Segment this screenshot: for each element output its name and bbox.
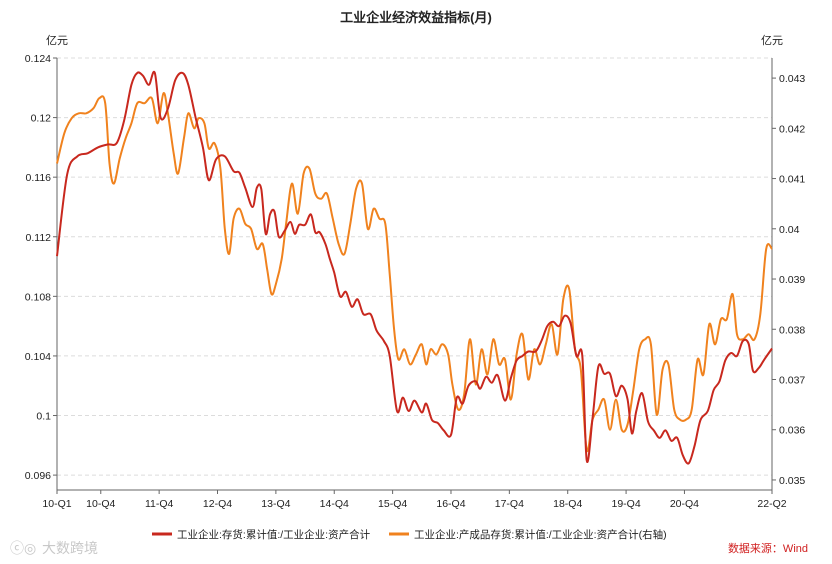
x-tick-label: 16-Q4 (436, 498, 465, 510)
x-tick-label: 10-Q4 (86, 498, 115, 510)
right-tick-label: 0.042 (779, 123, 805, 135)
x-tick-label: 20-Q4 (670, 498, 699, 510)
watermark-text: 大数跨境 (42, 540, 98, 556)
chart-title: 工业企业经济效益指标(月) (340, 10, 492, 25)
gridlines (57, 57, 772, 476)
x-tick-label: 13-Q4 (261, 498, 290, 510)
source-note: 数据来源：Wind (728, 541, 808, 555)
right-tick-label: 0.039 (779, 274, 805, 286)
x-tick-label: 11-Q4 (145, 498, 174, 510)
right-tick-label: 0.035 (779, 475, 805, 487)
right-tick-label: 0.04 (779, 224, 800, 236)
right-tick-label: 0.041 (779, 174, 805, 186)
left-axis-ticks: 0.096 0.1 0.104 0.108 0.112 0.116 0.12 0.124 (25, 53, 57, 482)
left-tick-label: 0.108 (25, 291, 51, 303)
left-tick-label: 0.104 (25, 351, 51, 363)
axes (56, 58, 773, 491)
watermark-logo-icon: ⓒ◎ (10, 540, 36, 556)
series-line-finished-goods (56, 92, 773, 453)
right-tick-label: 0.043 (779, 73, 805, 85)
left-tick-label: 0.1 (36, 411, 51, 423)
x-tick-label: 12-Q4 (203, 498, 232, 510)
x-tick-label: 18-Q4 (553, 498, 582, 510)
x-tick-label: 10-Q1 (42, 498, 71, 510)
x-tick-label: 19-Q4 (611, 498, 640, 510)
left-tick-label: 0.116 (26, 172, 52, 184)
watermark: ⓒ◎ 大数跨境 (10, 540, 98, 556)
left-tick-label: 0.112 (26, 232, 52, 244)
series-line-inventory (56, 70, 773, 465)
left-axis-unit: 亿元 (46, 34, 68, 47)
x-axis-ticks: 10-Q1 10-Q4 11-Q4 12-Q4 13-Q4 14-Q4 15-Q4 16-Q4… (42, 490, 787, 510)
right-tick-label: 0.037 (779, 374, 805, 386)
x-tick-label: 14-Q4 (320, 498, 349, 510)
right-axis-unit: 亿元 (761, 34, 783, 47)
x-tick-label: 22-Q2 (757, 498, 786, 510)
legend-label-inventory: 工业企业:存货:累计值:/工业企业:资产合计 (177, 528, 371, 541)
right-tick-label: 0.038 (779, 324, 805, 336)
left-tick-label: 0.096 (25, 470, 51, 482)
right-tick-label: 0.036 (779, 425, 805, 437)
left-tick-label: 0.124 (25, 53, 51, 65)
x-tick-label: 15-Q4 (378, 498, 407, 510)
legend: 工业企业:存货:累计值:/工业企业:资产合计 工业企业:产成品存货:累计值:/工… (152, 528, 667, 541)
legend-label-finished-goods: 工业企业:产成品存货:累计值:/工业企业:资产合计(右轴) (414, 528, 667, 541)
left-tick-label: 0.12 (31, 113, 52, 125)
right-axis-ticks: 0.035 0.036 0.037 0.038 0.039 0.04 0.041 0.042 0… (772, 73, 805, 487)
x-tick-label: 17-Q4 (495, 498, 524, 510)
series-lines (56, 70, 773, 465)
